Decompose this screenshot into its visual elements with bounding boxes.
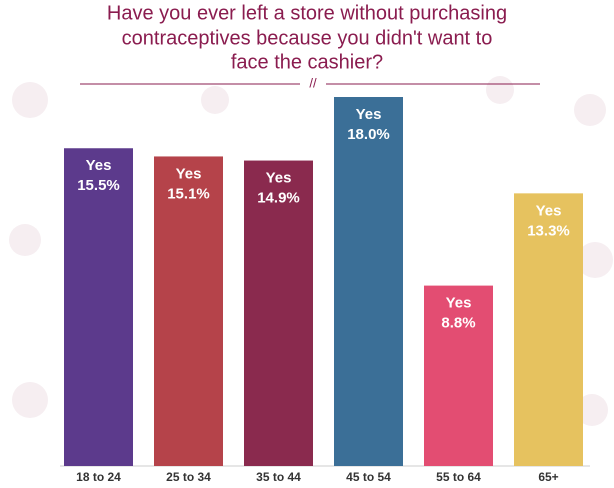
bar <box>334 97 403 466</box>
series-label: Yes <box>86 157 112 174</box>
value-label: 18.0% <box>347 126 390 143</box>
series-label: Yes <box>356 106 382 123</box>
value-label: 13.3% <box>527 222 570 239</box>
series-label: Yes <box>446 295 472 312</box>
chart-title: face the cashier? <box>231 51 383 73</box>
chart-title: Have you ever left a store without purch… <box>107 2 507 24</box>
bar <box>514 193 583 466</box>
bar <box>154 156 223 466</box>
x-tick-label: 25 to 34 <box>166 470 211 484</box>
value-label: 8.8% <box>441 315 475 332</box>
background-decor <box>9 76 613 426</box>
chart-title: contraceptives because you didn't want t… <box>122 27 493 49</box>
series-label: Yes <box>176 165 202 182</box>
bar <box>64 148 133 466</box>
x-tick-label: 65+ <box>538 470 558 484</box>
x-tick-label: 45 to 54 <box>346 470 391 484</box>
value-label: 15.1% <box>167 185 210 202</box>
x-tick-label: 35 to 44 <box>256 470 301 484</box>
bar <box>244 160 313 467</box>
x-tick-label: 18 to 24 <box>76 470 121 484</box>
series-label: Yes <box>266 170 292 187</box>
value-label: 14.9% <box>257 190 300 207</box>
rule-mark: // <box>309 75 317 90</box>
bar <box>424 285 493 466</box>
x-tick-label: 55 to 64 <box>436 470 481 484</box>
value-label: 15.5% <box>77 177 120 194</box>
series-label: Yes <box>536 202 562 219</box>
